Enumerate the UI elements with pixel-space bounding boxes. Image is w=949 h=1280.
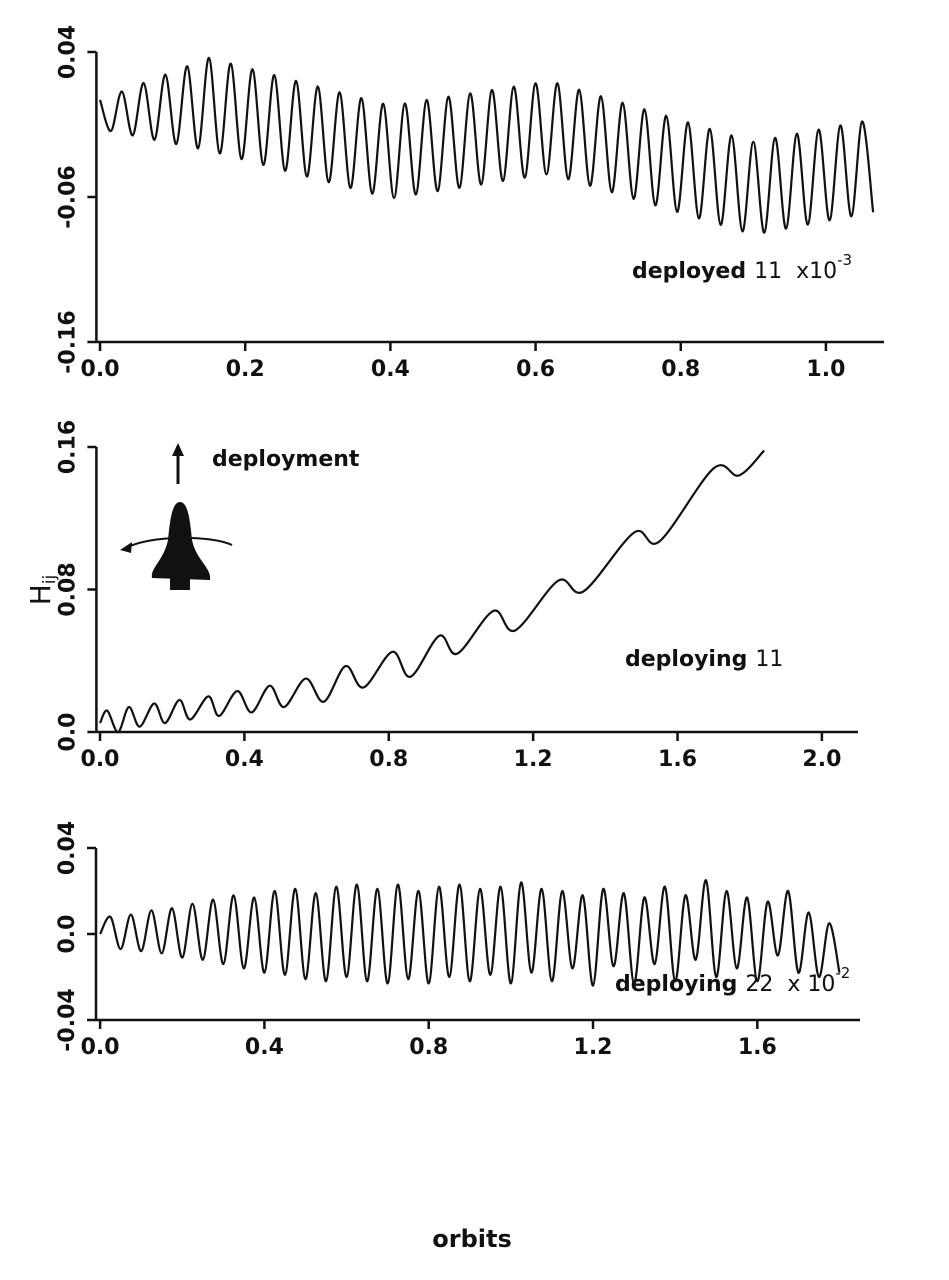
annotation: deployed 11 x10-3 <box>632 251 852 285</box>
annotation-exponent: -3 <box>837 251 852 269</box>
x-tick-label: 0.8 <box>661 357 700 382</box>
x-axis-label: orbits <box>432 1225 512 1253</box>
x-tick-label: 0.8 <box>369 747 408 772</box>
y-label-sub: ij <box>40 575 60 584</box>
y-tick-label: -0.06 <box>55 165 80 228</box>
y-tick-label: -0.04 <box>55 988 80 1051</box>
annotation-scale: x 10 <box>787 972 835 997</box>
x-tick-label: 1.6 <box>738 1035 777 1060</box>
y-label: H <box>24 584 57 605</box>
note: deployment <box>212 447 360 472</box>
data-line <box>99 879 841 987</box>
arrow-head <box>172 443 184 456</box>
y-tick-label: 0.04 <box>55 25 80 79</box>
x-tick-label: 0.4 <box>225 747 264 772</box>
annotation-label: deployed <box>632 259 746 284</box>
rotation-arrow <box>125 536 233 549</box>
annotation-index: 11 <box>755 647 783 672</box>
y-axis-label: Hij <box>24 575 60 606</box>
y-tick-label: 0.08 <box>55 562 80 616</box>
x-tick-label: 0.4 <box>245 1035 284 1060</box>
annotation-index: 11 <box>754 259 782 284</box>
data-line <box>98 56 875 234</box>
x-tick-label: 1.6 <box>658 747 697 772</box>
y-tick-label: -0.16 <box>55 310 80 373</box>
y-tick-label: 0.0 <box>55 915 80 954</box>
x-tick-label: 1.0 <box>806 357 845 382</box>
x-tick-label: 0.0 <box>81 1035 120 1060</box>
x-tick-label: 0.0 <box>81 357 120 382</box>
annotation-label: deploying <box>625 647 747 672</box>
y-tick-label: 0.0 <box>55 713 80 752</box>
x-tick-label: 2.0 <box>802 747 841 772</box>
annotation: deploying 11 <box>625 647 783 672</box>
shuttle <box>151 502 211 580</box>
x-tick-label: 0.8 <box>409 1035 448 1060</box>
shuttle-icon <box>120 443 233 590</box>
y-tick-label: 0.16 <box>55 420 80 474</box>
y-tick-label: 0.04 <box>55 821 80 875</box>
x-tick-label: 0.4 <box>371 357 410 382</box>
x-tick-label: 0.2 <box>226 357 265 382</box>
x-tick-label: 1.2 <box>514 747 553 772</box>
shuttle-base <box>170 578 190 590</box>
x-tick-label: 1.2 <box>574 1035 613 1060</box>
data-line <box>99 449 765 734</box>
rotation-arrow-head <box>120 542 132 553</box>
x-tick-label: 0.0 <box>81 747 120 772</box>
annotation-scale: x10 <box>796 259 837 284</box>
x-tick-label: 0.6 <box>516 357 555 382</box>
